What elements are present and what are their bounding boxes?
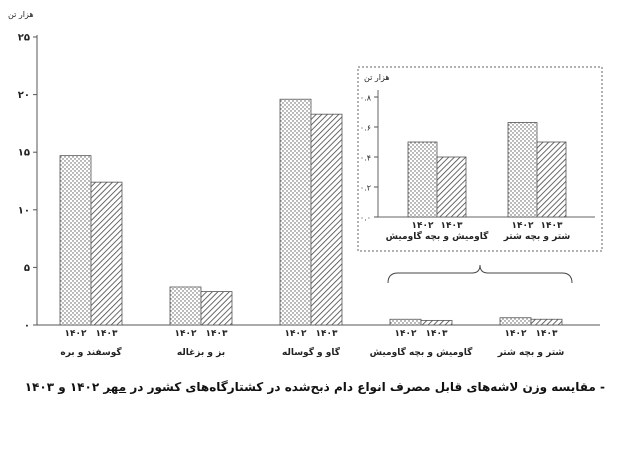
figure-caption: - مقایسه وزن لاشه‌های قابل مصرف انواع دا…: [20, 378, 605, 397]
caption-prefix: - مقایسه وزن لاشه‌های قابل مصرف انواع دا…: [126, 380, 605, 394]
series-year-label: ۱۴۰۳: [441, 221, 463, 231]
y-tick-label: ۰.۸: [360, 94, 372, 103]
y-tick-label: ۲۰: [18, 90, 30, 101]
bar: [499, 317, 532, 326]
bar: [536, 141, 567, 218]
bar: [530, 318, 563, 326]
bar: [279, 98, 312, 326]
bar: [389, 318, 422, 326]
series-year-label: ۱۴۰۳: [536, 329, 558, 339]
bar: [507, 122, 538, 218]
category-label: بز و بزغاله: [177, 348, 225, 358]
series-year-label: ۱۴۰۲: [412, 221, 434, 231]
y-tick-label: ۵: [24, 263, 30, 274]
series-year-label: ۱۴۰۲: [395, 329, 417, 339]
category-label: گاومیش و بچه گاومیش: [386, 230, 489, 242]
y-tick-label: ۰.۴: [360, 154, 371, 163]
series-year-label: ۱۴۰۳: [206, 329, 228, 339]
bar: [420, 319, 453, 326]
series-year-label: ۱۴۰۲: [175, 329, 197, 339]
bar: [59, 155, 92, 326]
y-tick-label: ۰: [24, 321, 30, 332]
category-label: گاو و گوساله: [282, 346, 341, 358]
category-label: گوسفند و بره: [60, 346, 122, 358]
series-year-label: ۱۴۰۳: [316, 329, 338, 339]
category-label: گاومیش و بچه گاومیش: [370, 346, 473, 358]
main-chart: هزار تن ۰ ۵ ۱۰ ۱۵ ۲۰ ۲۵ ۱۴۰۲ ۱۴۰۳ گوسفند و بره ۱…: [8, 10, 600, 358]
category-label: شتر و بچه شتر: [497, 348, 565, 358]
y-tick-label: ۱۰: [18, 205, 30, 216]
bar: [310, 113, 343, 326]
series-year-label: ۱۴۰۲: [285, 329, 307, 339]
y-tick-label: ۰.۰: [360, 214, 371, 223]
bar: [407, 141, 438, 218]
series-year-label: ۱۴۰۳: [96, 329, 118, 339]
y-unit-label: هزار تن: [8, 10, 34, 19]
category-label: شتر و بچه شتر: [503, 232, 571, 242]
y-tick-label: ۰.۲: [360, 184, 371, 193]
y-tick-label: ۱۵: [18, 148, 30, 159]
series-year-label: ۱۴۰۳: [426, 329, 448, 339]
y-tick-label: ۰.۶: [360, 124, 371, 133]
bar: [90, 181, 123, 326]
bar: [436, 156, 467, 218]
inset-y-unit-label: هزار تن: [364, 73, 390, 82]
series-year-label: ۱۴۰۳: [541, 221, 563, 231]
series-year-label: ۱۴۰۲: [65, 329, 87, 339]
series-year-label: ۱۴۰۲: [512, 221, 534, 231]
bar: [200, 291, 233, 326]
caption-month: مهر: [103, 380, 127, 394]
y-tick-label: ۲۵: [18, 33, 30, 44]
series-year-label: ۱۴۰۲: [505, 329, 527, 339]
caption-suffix: ۱۴۰۲ و ۱۴۰۳: [24, 380, 104, 394]
brace: [387, 264, 573, 284]
bar: [169, 286, 202, 326]
